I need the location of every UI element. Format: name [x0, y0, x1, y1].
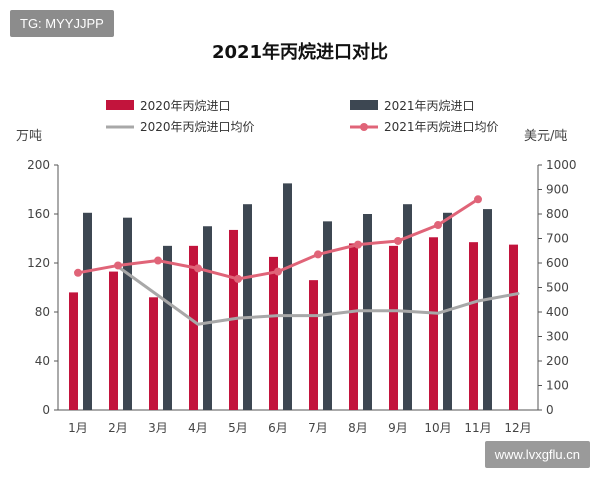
y-right-tick-label: 100 — [546, 379, 569, 393]
x-tick-label: 7月 — [308, 421, 328, 435]
bar-series-2-5月 — [243, 204, 252, 410]
line-point-series-2-2月 — [114, 261, 122, 270]
line-point-series-2-6月 — [274, 267, 282, 276]
bar-series-1-4月 — [189, 245, 198, 410]
legend-label-bar-2021: 2021年丙烷进口 — [384, 99, 475, 113]
line-point-series-2-9月 — [394, 236, 402, 245]
x-tick-label: 5月 — [228, 421, 248, 435]
legend-marker-line-2021 — [360, 123, 368, 131]
y-left-ticks: 0 40 80 120 160 200 — [27, 158, 58, 417]
x-tick-label: 4月 — [188, 421, 208, 435]
line-point-series-2-11月 — [474, 195, 482, 204]
x-tick-label: 1月 — [68, 421, 88, 435]
watermark-tag: TG: MYYJJPP — [10, 10, 114, 37]
y-left-tick-label: 40 — [35, 354, 50, 368]
bar-series-1-6月 — [269, 256, 278, 410]
y-right-unit: 美元/吨 — [524, 129, 567, 144]
line-point-series-2-5月 — [234, 274, 242, 283]
chart-title: 2021年丙烷进口对比 — [212, 41, 388, 63]
line-point-series-2-3月 — [154, 256, 162, 265]
bar-series-2-4月 — [203, 226, 212, 410]
line-point-series-2-4月 — [194, 264, 202, 273]
y-right-tick-label: 0 — [546, 403, 554, 417]
y-right-tick-label: 300 — [546, 330, 569, 344]
legend-label-line-2020: 2020年丙烷进口均价 — [140, 120, 255, 134]
lines — [74, 195, 520, 326]
bar-series-1-7月 — [309, 280, 318, 410]
x-tick-label: 11月 — [464, 421, 491, 435]
line-point-series-2-8月 — [354, 240, 362, 249]
line-point-series-2-1月 — [74, 268, 82, 277]
y-right-tick-label: 200 — [546, 354, 569, 368]
y-left-tick-label: 200 — [27, 158, 50, 172]
line-point-series-2-10月 — [434, 221, 442, 230]
site-url-label: www.lvxgflu.cn — [484, 441, 590, 468]
bar-series-2-9月 — [403, 204, 412, 410]
line-series-1 — [116, 265, 520, 326]
y-left-unit: 万吨 — [16, 129, 42, 144]
y-right-tick-label: 600 — [546, 256, 569, 270]
bar-series-2-6月 — [283, 183, 292, 410]
legend-label-bar-2020: 2020年丙烷进口 — [140, 99, 231, 113]
x-tick-label: 12月 — [504, 421, 531, 435]
bar-series-1-12月 — [509, 244, 518, 410]
y-left-tick-label: 160 — [27, 207, 50, 221]
legend-swatch-bar-2020 — [106, 100, 134, 110]
x-tick-label: 2月 — [108, 421, 128, 435]
bar-series-1-3月 — [149, 297, 158, 410]
legend-label-line-2021: 2021年丙烷进口均价 — [384, 120, 499, 134]
bar-series-2-11月 — [483, 209, 492, 410]
x-tick-label: 3月 — [148, 421, 168, 435]
y-right-tick-label: 500 — [546, 281, 569, 295]
bar-series-2-1月 — [83, 212, 92, 410]
bar-series-1-2月 — [109, 271, 118, 410]
y-right-tick-label: 800 — [546, 207, 569, 221]
bar-series-1-11月 — [469, 242, 478, 410]
x-tick-label: 8月 — [348, 421, 368, 435]
x-tick-label: 10月 — [424, 421, 451, 435]
bar-series-2-2月 — [123, 217, 132, 410]
bar-series-2-3月 — [163, 245, 172, 410]
bar-series-1-1月 — [69, 292, 78, 410]
legend: 2020年丙烷进口 2021年丙烷进口 2020年丙烷进口均价 2021年丙烷进… — [106, 99, 499, 134]
bar-series-1-9月 — [389, 245, 398, 410]
y-left-tick-label: 120 — [27, 256, 50, 270]
x-ticks: 1月 2月 3月 4月 5月 6月 7月 8月 9月 10月 11月 12月 — [68, 421, 531, 435]
legend-swatch-bar-2021 — [350, 100, 378, 110]
y-right-tick-label: 400 — [546, 305, 569, 319]
y-right-tick-label: 700 — [546, 232, 569, 246]
y-left-tick-label: 0 — [42, 403, 50, 417]
line-point-series-2-7月 — [314, 250, 322, 259]
y-left-tick-label: 80 — [35, 305, 50, 319]
x-tick-label: 6月 — [268, 421, 288, 435]
bar-series-1-10月 — [429, 237, 438, 410]
y-right-ticks: 0 100 200 300 400 500 600 700 800 900 1000 — [538, 158, 577, 417]
y-right-tick-label: 1000 — [546, 158, 577, 172]
x-tick-label: 9月 — [388, 421, 408, 435]
bar-series-1-8月 — [349, 243, 358, 410]
y-right-tick-label: 900 — [546, 183, 569, 197]
